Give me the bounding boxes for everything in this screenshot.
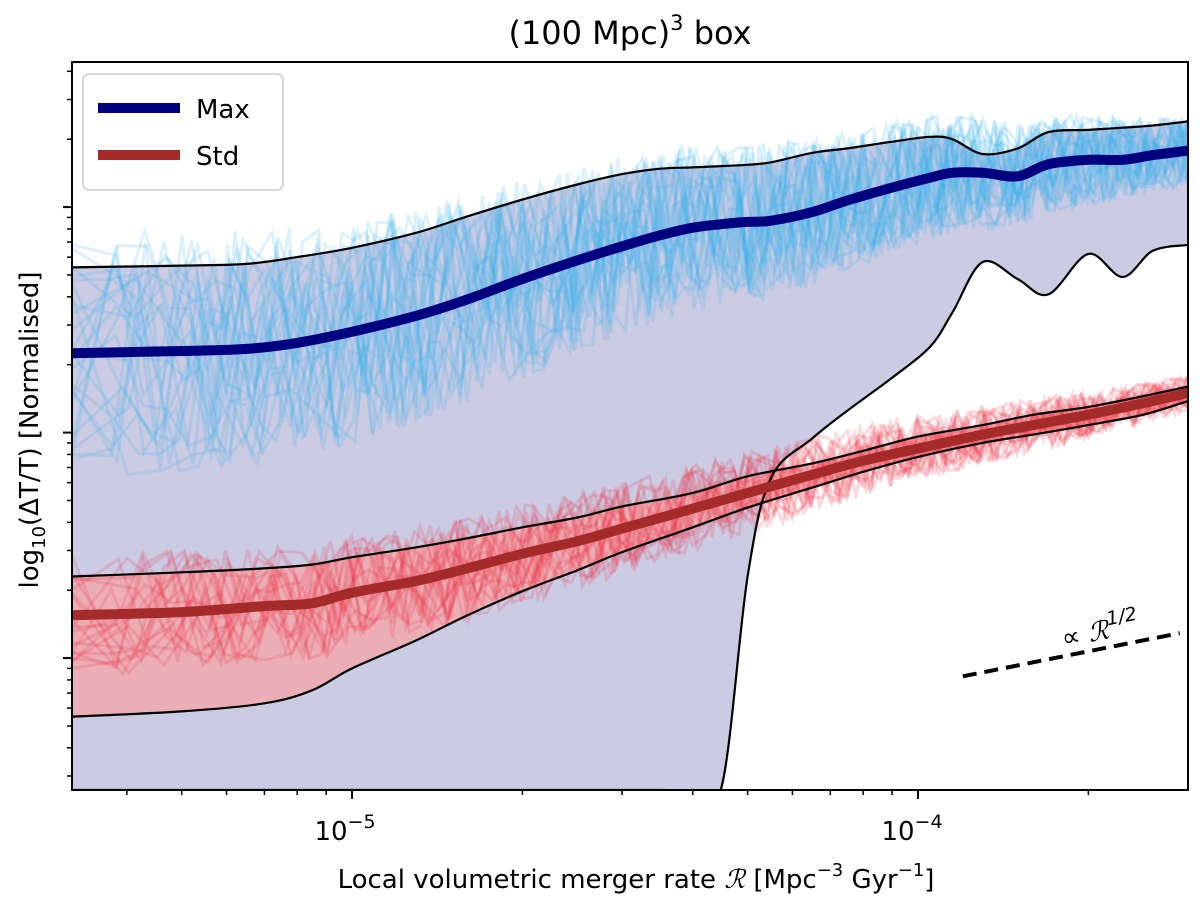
legend-box <box>82 73 284 191</box>
max-realisation-line <box>72 121 1188 438</box>
plot-area <box>72 110 1188 790</box>
x-ticks-group <box>126 790 1090 799</box>
std-median-line <box>72 387 1188 621</box>
max-realisation-line <box>72 119 1188 470</box>
max-realisation-line <box>72 116 1188 470</box>
max-realisation-line <box>72 114 1188 469</box>
median-lines-group <box>72 145 1188 621</box>
std-band <box>72 386 1188 717</box>
chart-title: (100 Mpc)3 box <box>508 11 751 52</box>
max-realisation-line <box>72 118 1188 451</box>
legend-label-max: Max <box>196 95 250 125</box>
max-realisation-line <box>72 113 1188 429</box>
max-realisation-line <box>72 111 1188 441</box>
y-axis-label: log10(ΔT/T) [Normalised] <box>15 271 50 588</box>
std-band-group <box>72 386 1188 717</box>
std-realisation-line <box>72 375 1188 658</box>
legend-label-std: Std <box>196 142 239 172</box>
max-realisation-line <box>72 115 1188 447</box>
max-lower-bound <box>72 243 1188 790</box>
legend: Max Std <box>82 73 284 191</box>
band-bounds-group <box>72 120 1188 790</box>
std-realisation-line <box>72 374 1188 665</box>
max-realisation-line <box>72 113 1188 465</box>
slope-annotation: ∝ ℛ1/2 <box>1058 603 1142 654</box>
max-realisation-line <box>72 116 1188 466</box>
x-tick-label-1e-4: 10−4 <box>881 811 942 847</box>
max-realisation-line <box>72 111 1188 440</box>
std-realisation-line <box>72 376 1188 676</box>
max-noise-group <box>72 110 1188 477</box>
max-realisation-line <box>72 113 1188 454</box>
max-realisation-line <box>72 115 1188 442</box>
max-realisation-line <box>72 112 1188 462</box>
slope-reference-line <box>962 631 1181 679</box>
axes-frame <box>71 61 1189 791</box>
max-realisation-line <box>72 114 1188 449</box>
x-tick-label-1e-5: 10−5 <box>314 811 375 847</box>
max-realisation-line <box>72 123 1188 448</box>
max-realisation-line <box>72 118 1188 466</box>
std-realisation-line <box>72 377 1188 664</box>
max-upper-bound <box>72 120 1188 269</box>
std-realisation-line <box>72 382 1188 662</box>
std-lower-bound <box>72 399 1188 718</box>
std-upper-bound <box>72 385 1188 578</box>
max-realisation-line <box>72 118 1188 400</box>
std-realisation-line <box>72 380 1188 663</box>
x-axis-label: Local volumetric merger rate ℛ [Mpc−3 Gy… <box>338 860 935 895</box>
y-ticks-group <box>63 70 72 777</box>
max-realisation-line <box>72 112 1188 461</box>
max-realisation-line <box>72 110 1188 419</box>
slope-line-group <box>962 631 1181 679</box>
max-median-line <box>72 145 1188 359</box>
max-realisation-line <box>72 118 1188 456</box>
